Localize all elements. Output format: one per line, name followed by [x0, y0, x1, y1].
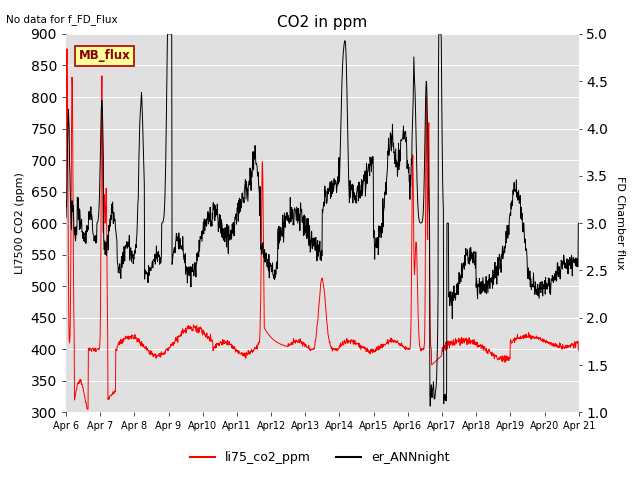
Y-axis label: FD Chamber flux: FD Chamber flux	[615, 176, 625, 270]
Title: CO2 in ppm: CO2 in ppm	[277, 15, 367, 30]
Y-axis label: LI7500 CO2 (ppm): LI7500 CO2 (ppm)	[15, 172, 25, 274]
Legend: li75_co2_ppm, er_ANNnight: li75_co2_ppm, er_ANNnight	[186, 446, 454, 469]
Text: No data for f_FD_Flux: No data for f_FD_Flux	[6, 14, 118, 25]
Text: MB_flux: MB_flux	[79, 49, 131, 62]
